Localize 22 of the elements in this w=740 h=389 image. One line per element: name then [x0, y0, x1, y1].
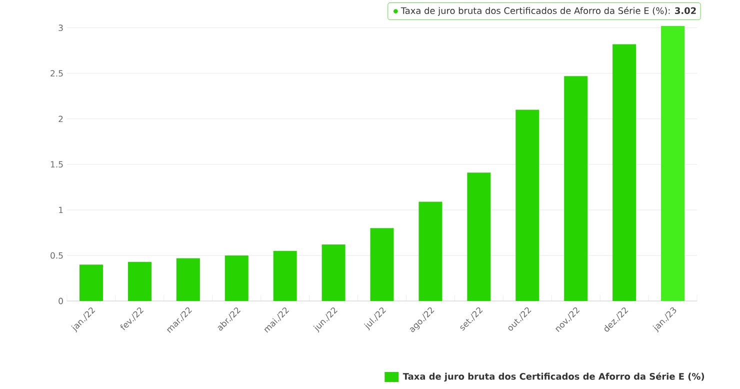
bar — [418, 202, 442, 301]
bar — [564, 76, 588, 301]
y-tick-label: 1 — [59, 206, 63, 214]
bar — [322, 244, 346, 301]
bar — [176, 258, 200, 301]
bar — [467, 172, 491, 301]
bar — [128, 262, 152, 301]
bar — [661, 26, 685, 301]
bar — [79, 264, 103, 301]
y-tick-label: 2.5 — [50, 70, 63, 77]
y-tick-label: 1.5 — [50, 161, 63, 168]
bar — [224, 255, 248, 301]
y-tick-label: 0.5 — [50, 252, 63, 259]
bar — [273, 250, 297, 301]
bar — [370, 228, 394, 301]
y-tick-label: 0 — [58, 298, 63, 304]
bar — [612, 44, 636, 301]
y-tick-label: 2 — [58, 116, 63, 122]
legend-label: Taxa de juro bruta dos Certificados de Aforro da Série E (%) — [402, 372, 704, 382]
y-tick-label: 3 — [58, 24, 63, 32]
bar — [516, 110, 540, 301]
annotation: Taxa de juro bruta dos Certificados de Aforro da Série E (%): 3.02 — [400, 6, 696, 16]
